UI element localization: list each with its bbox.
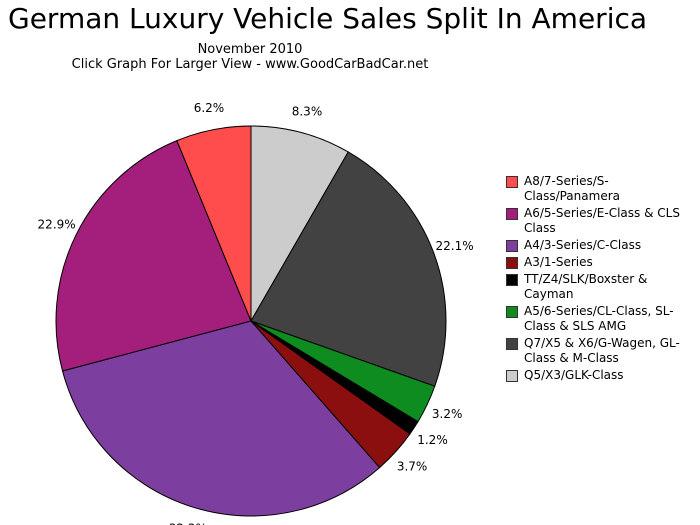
legend-label: TT/Z4/SLK/Boxster & Cayman [524, 272, 648, 301]
legend-item: TT/Z4/SLK/Boxster & Cayman [506, 272, 686, 302]
legend-label: A8/7-Series/S-Class/Panamera [524, 174, 620, 203]
pie-slice[interactable] [176, 125, 252, 322]
slice-label: 3.2% [432, 407, 463, 421]
legend-swatch [506, 176, 518, 188]
legend-item: A4/3-Series/C-Class [506, 238, 686, 253]
legend-label: A5/6-Series/CL-Class, SL-Class & SLS AMG [524, 304, 674, 333]
slice-label: 6.2% [194, 101, 225, 115]
legend-item: A3/1-Series [506, 255, 686, 270]
slice-label: 32.3% [169, 522, 207, 525]
chart-title: German Luxury Vehicle Sales Split In Ame… [8, 2, 648, 35]
pie-slice[interactable] [61, 320, 381, 517]
legend-swatch [506, 306, 518, 318]
pie-slice[interactable] [250, 125, 349, 323]
legend: A8/7-Series/S-Class/Panamera A6/5-Series/… [506, 174, 686, 385]
legend-item: Q7/X5 & X6/G-Wagen, GL-Class & M-Class [506, 336, 686, 366]
subtitle-link[interactable]: Click Graph For Larger View - www.GoodCa… [71, 57, 429, 72]
legend-label: Q5/X3/GLK-Class [524, 368, 624, 382]
slice-label: 22.9% [38, 218, 76, 232]
legend-swatch [506, 370, 518, 382]
legend-swatch [506, 240, 518, 252]
slice-label: 22.1% [435, 239, 473, 253]
slice-label: 3.7% [397, 459, 428, 473]
legend-item: A8/7-Series/S-Class/Panamera [506, 174, 686, 204]
legend-label: Q7/X5 & X6/G-Wagen, GL-Class & M-Class [524, 336, 680, 365]
legend-item: A5/6-Series/CL-Class, SL-Class & SLS AMG [506, 304, 686, 334]
subtitle-date: November 2010 [197, 42, 303, 57]
pie-slice[interactable] [250, 151, 447, 387]
slice-label: 1.2% [417, 433, 448, 447]
legend-label: A4/3-Series/C-Class [524, 238, 642, 252]
legend-swatch [506, 257, 518, 269]
slice-label: 8.3% [292, 104, 323, 118]
legend-item: A6/5-Series/E-Class & CLS Class [506, 206, 686, 236]
legend-label: A3/1-Series [524, 255, 593, 269]
legend-swatch [506, 338, 518, 350]
pie-slice[interactable] [55, 139, 252, 372]
chart-subtitle[interactable]: November 2010 Click Graph For Larger Vie… [0, 42, 500, 72]
legend-swatch [506, 274, 518, 286]
legend-item: Q5/X3/GLK-Class [506, 368, 686, 383]
legend-label: A6/5-Series/E-Class & CLS Class [524, 206, 680, 235]
legend-swatch [506, 208, 518, 220]
